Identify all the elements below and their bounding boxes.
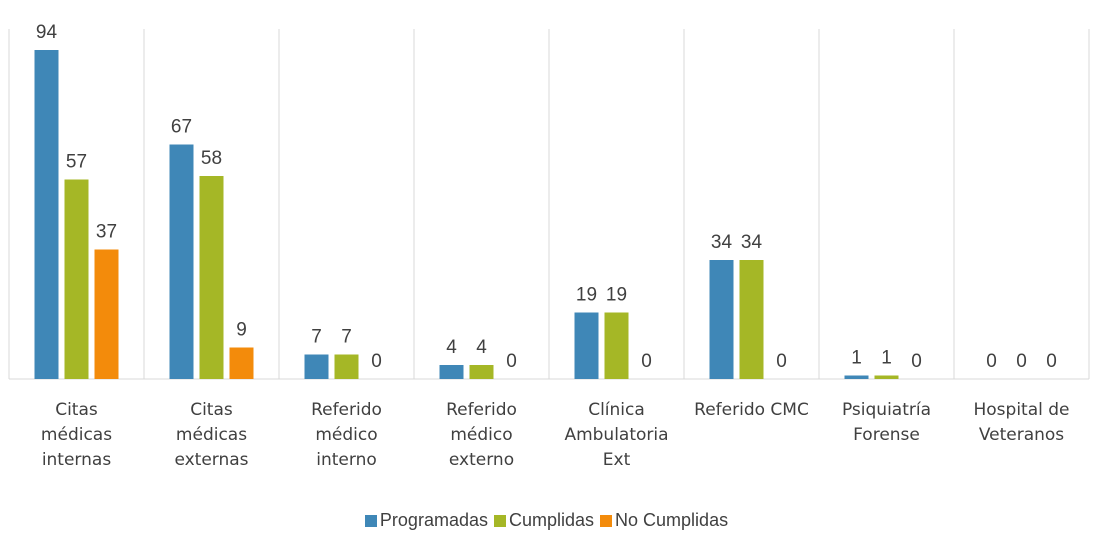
bar [469,365,494,379]
x-tick-label: Referido médico interno [311,400,382,470]
data-label: 9 [236,320,247,341]
data-label: 4 [476,337,487,358]
data-label: 0 [1046,351,1057,372]
legend-item: Cumplidas [493,510,595,531]
data-label: 0 [371,351,382,372]
bar [844,375,869,379]
bar [739,260,764,379]
legend-label: No Cumplidas [615,510,729,530]
legend-item: No Cumplidas [600,510,728,531]
data-label: 19 [576,285,597,306]
data-label: 34 [711,232,733,253]
legend-label: Programadas [379,510,488,530]
bar [229,347,254,379]
bar [169,144,194,379]
bar [304,354,329,379]
x-tick-label: Referido médico externo [446,400,517,470]
bar [709,260,734,379]
legend-swatch [493,515,506,527]
legend: Programadas Cumplidas No Cumplidas [0,510,1093,531]
data-label: 1 [851,348,862,369]
data-label: 0 [641,351,652,372]
bar [874,375,899,379]
data-label: 4 [446,337,457,358]
data-label: 7 [341,327,352,348]
legend-label: Cumplidas [508,510,595,530]
data-label: 0 [1016,351,1027,372]
bar [334,354,359,379]
data-label: 0 [986,351,997,372]
data-label: 57 [66,152,87,173]
legend-item: Programadas [364,510,488,531]
x-tick-label: Citas médicas internas [40,400,113,470]
data-label: 19 [606,285,627,306]
data-label: 0 [911,351,922,372]
bar [64,179,89,379]
data-label: 1 [881,348,892,369]
data-label: 0 [776,351,787,372]
bar [94,249,119,379]
data-label: 58 [201,148,222,169]
data-label: 0 [506,351,517,372]
bar [199,176,224,379]
legend-swatch [600,515,613,527]
data-label: 67 [171,117,192,138]
x-tick-label: Hospital de Veteranos [973,400,1070,445]
data-label: 37 [96,222,117,243]
x-tick-label: Psiquiatría Forense [841,400,932,445]
data-label: 94 [36,22,58,43]
x-tick-label: Citas médicas externas [174,400,249,470]
x-tick-label: Clínica Ambulatoria Ext [564,400,669,470]
bar [34,50,59,379]
data-label: 7 [311,327,322,348]
bar [574,312,599,379]
legend-swatch [364,515,377,527]
bar [439,365,464,379]
bar [604,312,629,379]
x-tick-label: Referido CMC [694,400,809,420]
data-label: 34 [741,232,763,253]
